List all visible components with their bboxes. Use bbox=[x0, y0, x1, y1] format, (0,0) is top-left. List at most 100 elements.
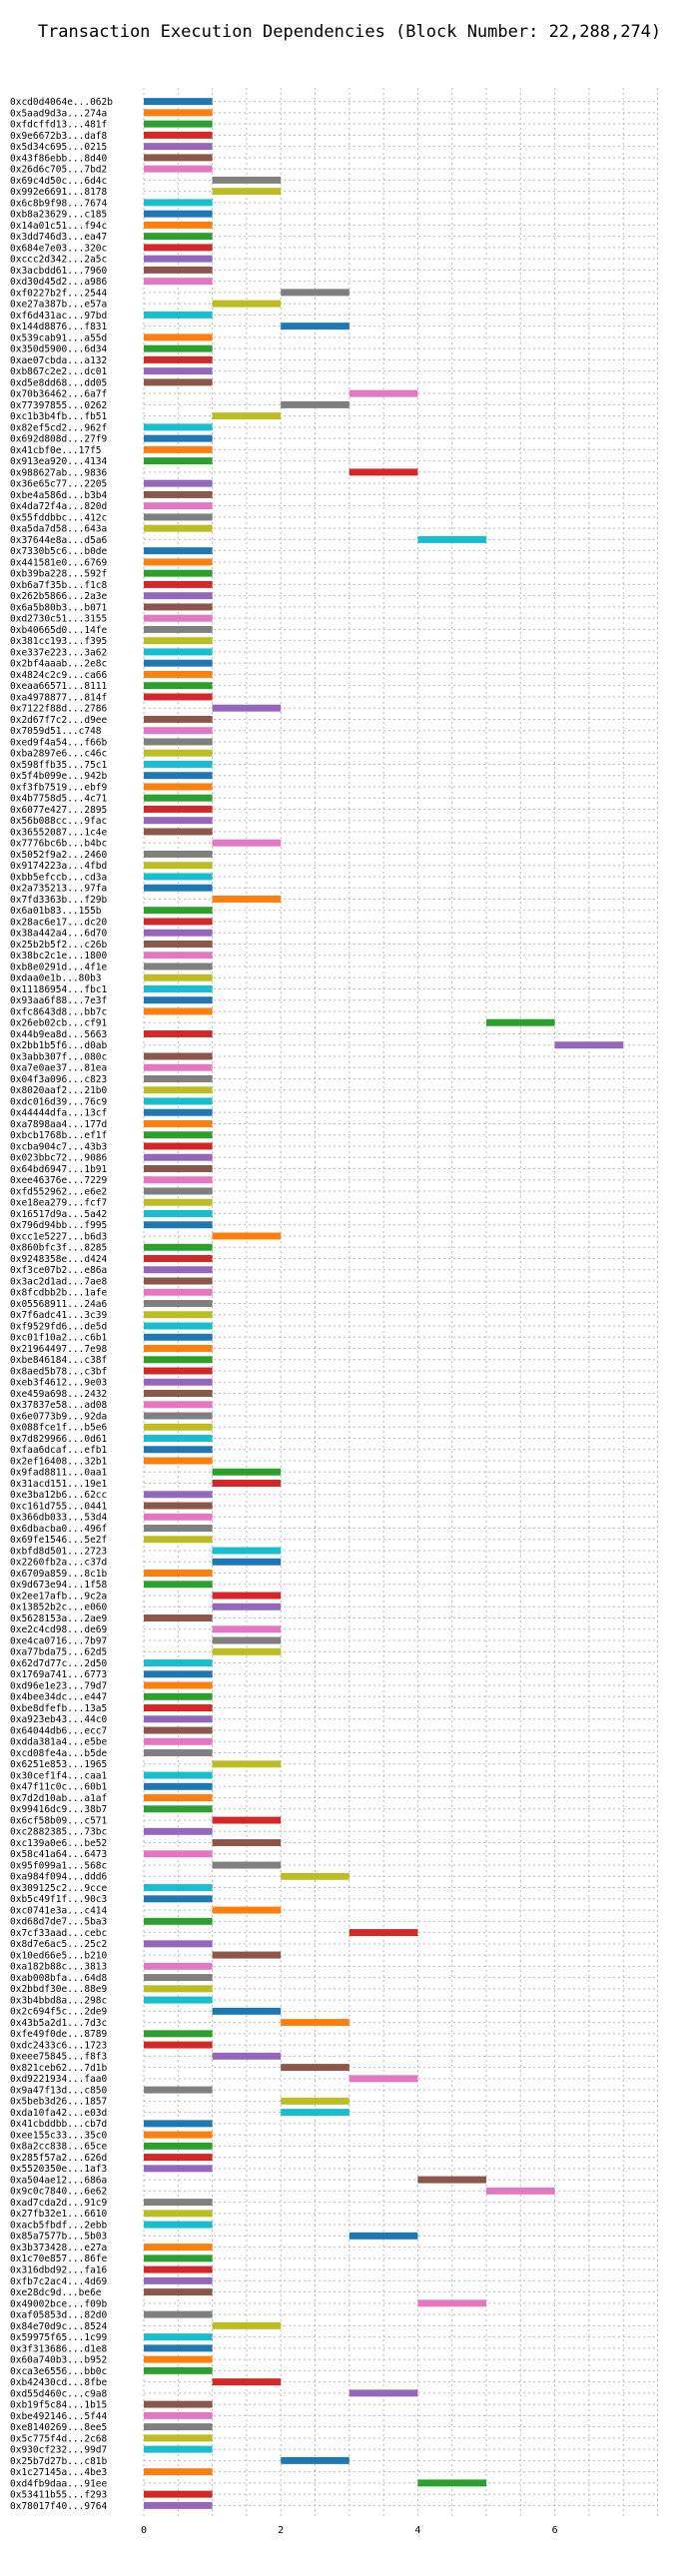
tx-bar bbox=[144, 1074, 213, 1082]
tx-bar bbox=[144, 513, 213, 521]
y-tick-label: 0x6709a859...8c1b bbox=[10, 1569, 108, 1580]
tx-bar bbox=[281, 322, 350, 330]
y-tick-label: 0x860bfc3f...8285 bbox=[10, 1243, 107, 1254]
y-tick-label: 0xcd0d4064e...062b bbox=[10, 97, 113, 108]
tx-bar bbox=[144, 1974, 213, 1982]
tx-bar bbox=[144, 1300, 213, 1307]
tx-bar bbox=[144, 1255, 213, 1262]
y-tick-label: 0x41cbddbb...cb7d bbox=[10, 2119, 107, 2130]
tx-bar bbox=[349, 1929, 418, 1937]
tx-bar bbox=[144, 1266, 213, 1274]
y-tick-label: 0x4da72f4a...820d bbox=[10, 501, 107, 512]
y-tick-label: 0x2bf4aaab...2e8c bbox=[10, 659, 107, 670]
y-tick-label: 0xa7898aa4...177d bbox=[10, 1119, 107, 1130]
tx-bar bbox=[144, 996, 213, 1004]
y-tick-label: 0x31acd151...19e1 bbox=[10, 1479, 108, 1490]
y-tick-label: 0x7fd3363b...f29b bbox=[10, 895, 108, 906]
tx-bar bbox=[144, 1794, 213, 1802]
tx-bar bbox=[144, 244, 213, 252]
tx-bar bbox=[212, 2378, 282, 2386]
y-tick-label: 0xad7cda2d...91c9 bbox=[10, 2198, 108, 2209]
tx-bar bbox=[144, 1895, 213, 1903]
tx-bar bbox=[144, 862, 213, 870]
tx-bar bbox=[144, 1782, 213, 1790]
tx-bar bbox=[212, 2007, 282, 2015]
y-tick-label: 0x69fe1546...5e2f bbox=[10, 1535, 107, 1546]
tx-bar bbox=[144, 1311, 213, 1319]
tx-bar bbox=[212, 176, 282, 184]
y-tick-label: 0x598ffb35...75c1 bbox=[10, 760, 108, 771]
y-tick-label: 0x2260fb2a...c37d bbox=[10, 1558, 107, 1569]
tx-bar bbox=[212, 1625, 282, 1633]
y-tick-label: 0x7059d51...c748 bbox=[10, 726, 102, 737]
y-tick-label: 0x10ed66e5...b210 bbox=[10, 1950, 108, 1961]
y-tick-label: 0xca3e6556...bb0c bbox=[10, 2366, 107, 2377]
tx-bar bbox=[144, 1187, 213, 1195]
tx-bar bbox=[144, 1726, 213, 1734]
y-tick-label: 0xb42430cd...8fbe bbox=[10, 2377, 108, 2388]
tx-bar bbox=[144, 1917, 213, 1925]
x-tick-label: 4 bbox=[414, 2525, 420, 2536]
tx-bar bbox=[212, 1647, 282, 1655]
tx-bar bbox=[144, 1996, 213, 2004]
y-tick-label: 0x60a740b3...b952 bbox=[10, 2355, 107, 2366]
y-tick-label: 0x6cf58b09...c571 bbox=[10, 1815, 108, 1826]
tx-bar bbox=[212, 1760, 282, 1768]
y-tick-label: 0x5052f9a2...2460 bbox=[10, 850, 108, 861]
y-tick-label: 0xfc8643d8...bb7c bbox=[10, 1006, 107, 1017]
y-tick-label: 0x43f86ebb...8d40 bbox=[10, 153, 108, 164]
tx-bar bbox=[144, 1962, 213, 1970]
tx-bar bbox=[212, 1592, 282, 1600]
tx-bar bbox=[486, 2187, 555, 2195]
y-tick-label: 0xf9529fd6...de5d bbox=[10, 1321, 107, 1332]
tx-bar bbox=[144, 659, 213, 667]
tx-bar bbox=[144, 1412, 213, 1420]
y-tick-label: 0x30cef1f4...caa1 bbox=[10, 1770, 108, 1781]
tx-bar bbox=[144, 1390, 213, 1397]
tx-bar bbox=[144, 445, 213, 453]
y-tick-label: 0x796d94bb...f995 bbox=[10, 1220, 107, 1231]
y-tick-label: 0x59975f65...1c99 bbox=[10, 2332, 108, 2343]
y-tick-label: 0xc1b3b4fb...fb51 bbox=[10, 411, 108, 422]
tx-bar bbox=[281, 2019, 350, 2027]
tx-bar bbox=[144, 648, 213, 656]
y-tick-label: 0x36552087...1c4e bbox=[10, 827, 108, 838]
tx-bar bbox=[144, 1164, 213, 1172]
y-tick-label: 0x6a01b83...155b bbox=[10, 906, 102, 917]
y-tick-label: 0x4bee34dc...e447 bbox=[10, 1692, 107, 1703]
y-tick-label: 0x366db033...53d4 bbox=[10, 1513, 108, 1524]
tx-bar bbox=[144, 199, 213, 207]
tx-bar bbox=[144, 805, 213, 813]
tx-bar bbox=[144, 727, 213, 735]
tx-bar bbox=[212, 1480, 282, 1488]
y-tick-label: 0xe4ca0716...7b97 bbox=[10, 1635, 107, 1646]
y-tick-label: 0x95f099a1...568c bbox=[10, 1860, 107, 1871]
x-tick-label: 6 bbox=[552, 2525, 558, 2536]
y-tick-label: 0xfd552962...e6e2 bbox=[10, 1186, 107, 1197]
tx-bar bbox=[144, 794, 213, 802]
tx-bar bbox=[144, 2468, 213, 2476]
y-tick-label: 0xa4978877...814f bbox=[10, 692, 107, 703]
y-tick-label: 0xc2882385...73bc bbox=[10, 1827, 107, 1838]
tx-bar bbox=[144, 524, 213, 532]
y-tick-label: 0xeaa66571...8111 bbox=[10, 681, 108, 692]
tx-bar bbox=[144, 940, 213, 948]
tx-bar bbox=[144, 1502, 213, 1510]
y-tick-label: 0x05568911...24a6 bbox=[10, 1299, 108, 1310]
y-tick-label: 0x85a7577b...5b03 bbox=[10, 2232, 107, 2243]
tx-bar bbox=[212, 1951, 282, 1959]
tx-bar bbox=[144, 952, 213, 960]
y-tick-label: 0xa923eb43...44c0 bbox=[10, 1714, 108, 1725]
y-tick-label: 0x7776bc6b...b4bc bbox=[10, 839, 107, 850]
tx-bar bbox=[144, 423, 213, 431]
y-tick-label: 0x3dd746d3...ea47 bbox=[10, 232, 107, 243]
tx-bar bbox=[144, 1704, 213, 1712]
y-tick-label: 0x41cbf0e...17f5 bbox=[10, 445, 102, 456]
y-tick-label: 0x9c0c7840...6e62 bbox=[10, 2187, 107, 2198]
tx-bar bbox=[144, 1210, 213, 1217]
tx-bar bbox=[144, 2041, 213, 2049]
tx-bar bbox=[144, 693, 213, 701]
y-tick-label: 0x38bc2c1e...1800 bbox=[10, 951, 108, 962]
y-tick-label: 0x6dbacba0...496f bbox=[10, 1524, 107, 1535]
y-tick-label: 0xed9f4a54...f66b bbox=[10, 737, 108, 748]
